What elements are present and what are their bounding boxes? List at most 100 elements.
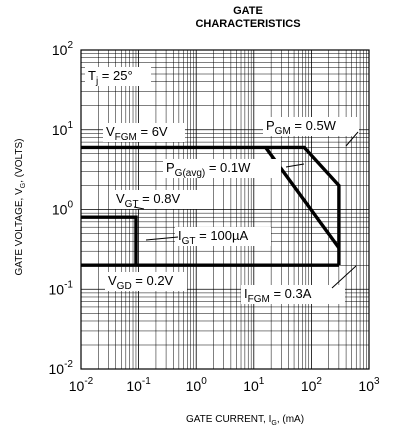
y-tick-base: 10	[52, 42, 68, 58]
annotation-leader-line	[145, 236, 179, 241]
y-tick-exponent: -1	[64, 279, 73, 290]
plot-frame	[80, 49, 370, 370]
y-tick-base: 10	[52, 122, 68, 138]
y-tick-label: 102	[52, 40, 74, 58]
annotation-background	[241, 285, 345, 304]
annotation-background	[263, 117, 359, 136]
x-tick-exponent: 1	[259, 376, 265, 387]
x-axis-label-sub: G	[271, 420, 276, 427]
annotation-part: V	[106, 124, 115, 139]
grid	[81, 50, 369, 369]
x-tick-exponent: -1	[142, 376, 151, 387]
y-tick-exponent: 0	[67, 200, 73, 211]
annotation-part: P	[266, 118, 275, 133]
annotation-subscript: FGM	[248, 294, 270, 305]
annotation-pgavg: PG(avg) = 0.1W	[163, 159, 305, 179]
chart-title-line-1: GATE	[233, 5, 263, 17]
annotation-vfgm: VFGM = 6V	[103, 123, 185, 143]
x-axis-label: GATE CURRENT, IG, (mA)	[186, 414, 304, 427]
x-axis-label-main: GATE CURRENT, I	[186, 414, 271, 425]
annotation-igt: IGT = 100µA	[145, 227, 271, 247]
annotation-background	[163, 159, 281, 178]
annotation-vgt: VGT = 0.8V	[113, 190, 197, 210]
annotation-part: V	[116, 191, 125, 206]
annotation-leader-line	[133, 206, 145, 210]
y-axis-label-tail: , (VOLTS)	[14, 139, 25, 183]
x-tick-base: 10	[358, 378, 374, 394]
curve-vfgm_pgm_boundary	[81, 145, 341, 266]
annotation-text: PGM = 0.5W	[266, 118, 337, 137]
y-tick-label: 101	[52, 120, 74, 138]
annotation-part: = 100µA	[196, 228, 249, 243]
annotation-vgd: VGD = 0.2V	[105, 272, 187, 292]
annotation-pgm: PGM = 0.5W	[263, 117, 359, 147]
annotation-background	[105, 272, 187, 291]
annotation-part: = 0.2V	[132, 273, 174, 288]
x-tick-exponent: 2	[316, 376, 322, 387]
annotation-leader-line	[331, 265, 357, 289]
annotation-background	[85, 67, 151, 86]
annotation-background	[103, 123, 185, 142]
x-tick-label: 10-1	[126, 376, 151, 394]
y-tick-exponent: -2	[64, 359, 73, 370]
annotation-text: VFGM = 6V	[106, 124, 168, 143]
annotation-part: = 0.5W	[291, 118, 337, 133]
annotation-ifgm: IFGM = 0.3A	[241, 265, 357, 305]
annotation-part: = 6V	[137, 124, 168, 139]
chart-title-line-2: CHARACTERISTICS	[195, 18, 300, 30]
annotation-leader-line	[345, 131, 359, 147]
annotation-part: V	[108, 273, 117, 288]
annotation-text: Tj = 25°	[88, 68, 133, 87]
annotation-tj: Tj = 25°	[85, 67, 151, 87]
y-axis-label: GATE VOLTAGE, VG, (VOLTS)	[14, 139, 27, 276]
x-tick-base: 10	[126, 378, 142, 394]
x-tick-label: 10-2	[69, 376, 94, 394]
annotation-part: = 25°	[98, 68, 132, 83]
x-tick-label: 101	[243, 376, 265, 394]
annotation-part: T	[88, 68, 96, 83]
annotation-part: I	[178, 228, 182, 243]
x-tick-exponent: 0	[201, 376, 207, 387]
x-tick-exponent: 3	[374, 376, 380, 387]
annotation-subscript: FGM	[115, 132, 137, 143]
x-tick-base: 10	[69, 378, 85, 394]
annotation-leader-line	[285, 163, 305, 168]
y-tick-base: 10	[49, 281, 65, 297]
x-tick-label: 102	[301, 376, 323, 394]
y-tick-exponent: 2	[67, 40, 73, 51]
annotation-part: = 0.8V	[139, 191, 181, 206]
x-tick-base: 10	[301, 378, 317, 394]
annotation-text: PG(avg) = 0.1W	[166, 160, 251, 179]
x-tick-base: 10	[186, 378, 202, 394]
annotation-part: P	[166, 160, 175, 175]
y-tick-base: 10	[49, 361, 65, 377]
annotation-subscript: j	[95, 76, 98, 87]
annotation-part: = 0.1W	[205, 160, 251, 175]
x-tick-label: 100	[186, 376, 208, 394]
y-tick-exponent: 1	[67, 120, 73, 131]
boundary-curves	[81, 145, 341, 267]
y-tick-base: 10	[52, 202, 68, 218]
y-tick-label: 100	[52, 200, 74, 218]
annotation-part: = 0.3A	[270, 286, 312, 301]
annotation-background	[175, 227, 271, 246]
annotation-text: IGT = 100µA	[178, 228, 249, 247]
annotation-subscript: GD	[117, 281, 132, 292]
y-tick-label: 10-1	[49, 279, 74, 297]
y-axis-label-main: GATE VOLTAGE, V	[14, 188, 25, 276]
x-tick-base: 10	[243, 378, 259, 394]
annotation-text: VGD = 0.2V	[108, 273, 174, 292]
annotation-subscript: GT	[125, 199, 139, 210]
annotation-subscript: GT	[182, 236, 196, 247]
x-tick-label: 103	[358, 376, 380, 394]
annotation-part: I	[244, 286, 248, 301]
annotation-text: VGT = 0.8V	[116, 191, 180, 210]
x-tick-exponent: -2	[84, 376, 93, 387]
annotation-subscript: GM	[275, 126, 291, 137]
x-axis-label-tail: , (mA)	[277, 414, 304, 425]
annotation-text: IFGM = 0.3A	[244, 286, 312, 305]
y-tick-label: 10-2	[49, 359, 74, 377]
